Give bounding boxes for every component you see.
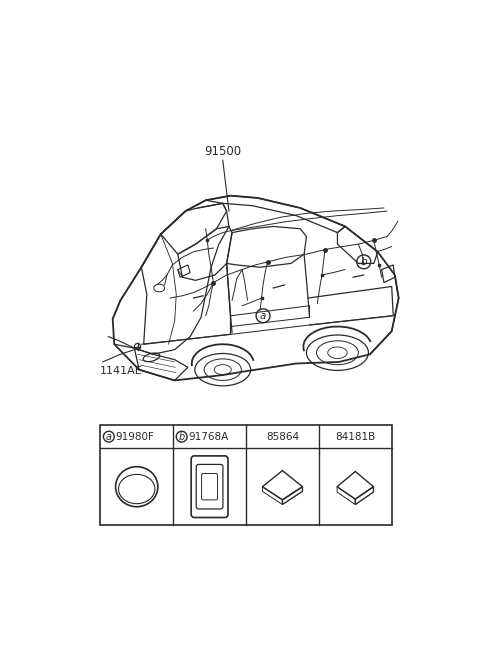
Text: 84181B: 84181B [335,432,375,441]
Text: b: b [360,257,367,267]
Text: 91768A: 91768A [189,432,229,441]
Text: b: b [179,432,185,441]
Text: 91980F: 91980F [116,432,155,441]
Text: 85864: 85864 [266,432,299,441]
Text: 91500: 91500 [204,145,241,158]
Text: a: a [260,310,266,321]
Text: a: a [106,432,112,441]
Text: 1141AE: 1141AE [100,365,143,376]
Bar [100,425,392,525]
